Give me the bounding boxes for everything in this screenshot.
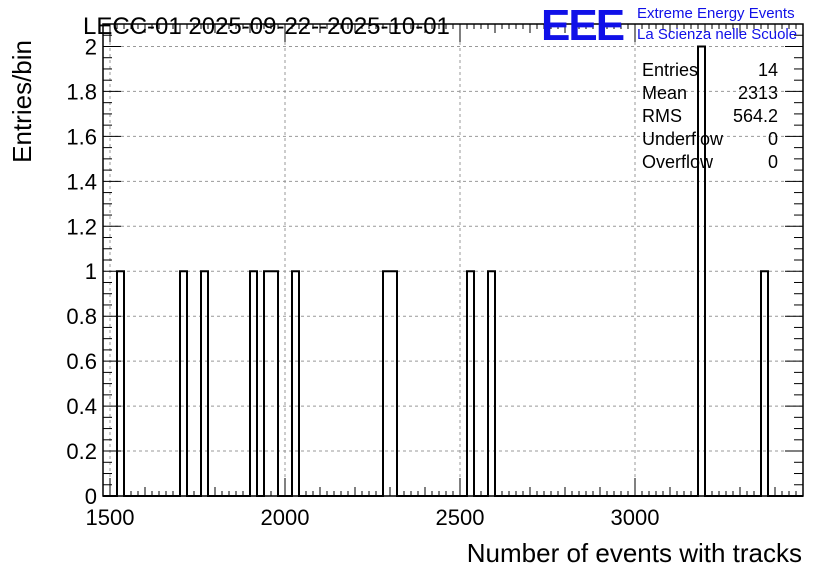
y-tick-label: 1.2 xyxy=(66,214,97,239)
x-tick-label: 2000 xyxy=(261,505,310,530)
logo-line-2: La Scienza nelle Scuole xyxy=(637,26,797,43)
stats-value: 0 xyxy=(768,129,778,149)
histogram-outline xyxy=(103,45,803,497)
stats-value: 2313 xyxy=(738,83,778,103)
y-tick-label: 2 xyxy=(85,34,97,59)
y-tick-label: 0.4 xyxy=(66,394,97,419)
grid-lines xyxy=(103,24,803,496)
axis-tick-labels: 1500 2000 2500 3000 0 0.2 0.4 0.6 0.8 1 1.2 1.4 1.6 1… xyxy=(66,34,659,530)
histogram-bin xyxy=(180,271,187,496)
stats-value: 14 xyxy=(758,60,778,80)
histogram-bin xyxy=(488,271,495,496)
eee-logo: EEE Extreme Energy Events La Scienza nel… xyxy=(541,1,797,50)
histogram-bin xyxy=(383,271,390,496)
histogram-bin xyxy=(201,271,208,496)
stats-box: Entries 14 Mean 2313 RMS 564.2 Underflow 0 Overf… xyxy=(642,60,778,172)
histogram-bin xyxy=(467,271,474,496)
y-tick-label: 1.6 xyxy=(66,124,97,149)
stats-value: 564.2 xyxy=(733,106,778,126)
histogram-bin xyxy=(761,271,768,496)
stats-label: RMS xyxy=(642,106,682,126)
y-tick-label: 1.4 xyxy=(66,169,97,194)
chart-title: LECC-01 2025-09-22--2025-10-01 xyxy=(83,13,450,40)
histogram-bin xyxy=(292,271,299,496)
stats-value: 0 xyxy=(768,152,778,172)
histogram-bin xyxy=(250,271,257,496)
y-tick-label: 1.8 xyxy=(66,79,97,104)
stats-label: Mean xyxy=(642,83,687,103)
histogram-bin xyxy=(117,271,124,496)
axis-ticks xyxy=(103,23,804,497)
stats-label: Entries xyxy=(642,60,698,80)
y-tick-label: 0.6 xyxy=(66,349,97,374)
x-tick-label: 3000 xyxy=(611,505,660,530)
histogram-bin xyxy=(271,271,278,496)
y-tick-label: 1 xyxy=(85,259,97,284)
y-tick-label: 0.2 xyxy=(66,439,97,464)
eee-logo-mark: EEE xyxy=(541,1,624,50)
y-axis-label: Entries/bin xyxy=(7,40,37,163)
y-tick-label: 0.8 xyxy=(66,304,97,329)
y-tick-label: 0 xyxy=(85,484,97,509)
x-tick-label: 1500 xyxy=(86,505,135,530)
histogram-bin xyxy=(390,271,397,496)
x-axis-label: Number of events with tracks xyxy=(467,538,802,568)
stats-label: Underflow xyxy=(642,129,724,149)
stats-label: Overflow xyxy=(642,152,714,172)
histogram-bars xyxy=(103,45,803,497)
histogram-bin xyxy=(264,271,271,496)
x-tick-label: 2500 xyxy=(436,505,485,530)
logo-line-1: Extreme Energy Events xyxy=(637,5,795,22)
